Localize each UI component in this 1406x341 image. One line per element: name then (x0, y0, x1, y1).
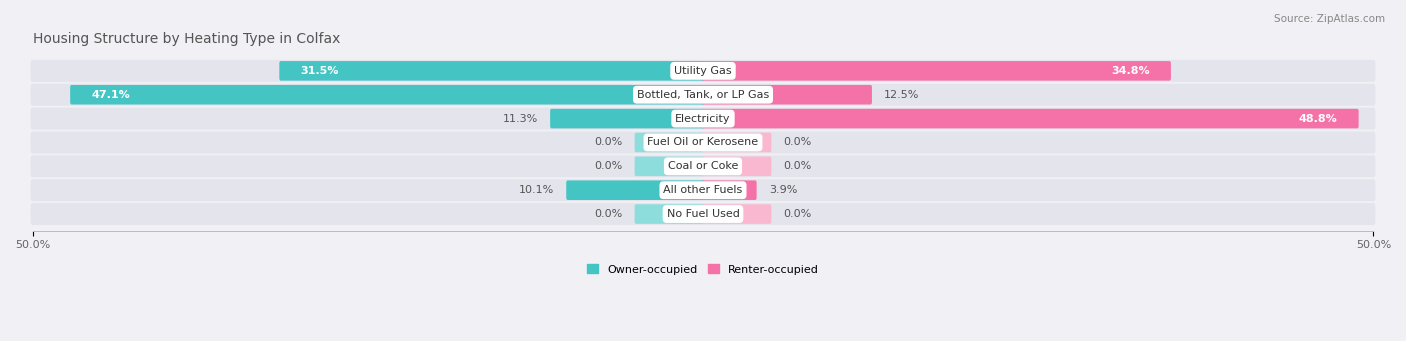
Text: 12.5%: 12.5% (884, 90, 920, 100)
FancyBboxPatch shape (702, 157, 772, 176)
Text: Utility Gas: Utility Gas (675, 66, 731, 76)
FancyBboxPatch shape (550, 109, 704, 128)
FancyBboxPatch shape (31, 60, 1375, 82)
Text: 0.0%: 0.0% (783, 161, 811, 171)
FancyBboxPatch shape (702, 204, 772, 224)
Text: Housing Structure by Heating Type in Colfax: Housing Structure by Heating Type in Col… (32, 32, 340, 46)
FancyBboxPatch shape (31, 203, 1375, 225)
Text: Coal or Coke: Coal or Coke (668, 161, 738, 171)
Text: Fuel Oil or Kerosene: Fuel Oil or Kerosene (647, 137, 759, 147)
Text: 10.1%: 10.1% (519, 185, 554, 195)
Text: 0.0%: 0.0% (595, 209, 623, 219)
FancyBboxPatch shape (70, 85, 704, 104)
FancyBboxPatch shape (31, 132, 1375, 153)
FancyBboxPatch shape (702, 180, 756, 200)
Text: Source: ZipAtlas.com: Source: ZipAtlas.com (1274, 14, 1385, 24)
Text: All other Fuels: All other Fuels (664, 185, 742, 195)
FancyBboxPatch shape (31, 84, 1375, 106)
Text: Bottled, Tank, or LP Gas: Bottled, Tank, or LP Gas (637, 90, 769, 100)
Text: 0.0%: 0.0% (783, 137, 811, 147)
Text: No Fuel Used: No Fuel Used (666, 209, 740, 219)
Text: 48.8%: 48.8% (1298, 114, 1337, 123)
FancyBboxPatch shape (702, 109, 1358, 128)
Text: 34.8%: 34.8% (1111, 66, 1150, 76)
FancyBboxPatch shape (31, 108, 1375, 130)
FancyBboxPatch shape (702, 61, 1171, 81)
FancyBboxPatch shape (280, 61, 704, 81)
FancyBboxPatch shape (634, 204, 704, 224)
Text: 0.0%: 0.0% (595, 137, 623, 147)
FancyBboxPatch shape (702, 133, 772, 152)
Text: 3.9%: 3.9% (769, 185, 797, 195)
FancyBboxPatch shape (634, 157, 704, 176)
Text: 11.3%: 11.3% (503, 114, 538, 123)
Text: 0.0%: 0.0% (783, 209, 811, 219)
Text: 0.0%: 0.0% (595, 161, 623, 171)
FancyBboxPatch shape (634, 133, 704, 152)
FancyBboxPatch shape (702, 85, 872, 104)
FancyBboxPatch shape (567, 180, 704, 200)
Text: 47.1%: 47.1% (91, 90, 131, 100)
Text: 31.5%: 31.5% (301, 66, 339, 76)
Text: Electricity: Electricity (675, 114, 731, 123)
Legend: Owner-occupied, Renter-occupied: Owner-occupied, Renter-occupied (586, 264, 820, 275)
FancyBboxPatch shape (31, 155, 1375, 177)
FancyBboxPatch shape (31, 179, 1375, 201)
